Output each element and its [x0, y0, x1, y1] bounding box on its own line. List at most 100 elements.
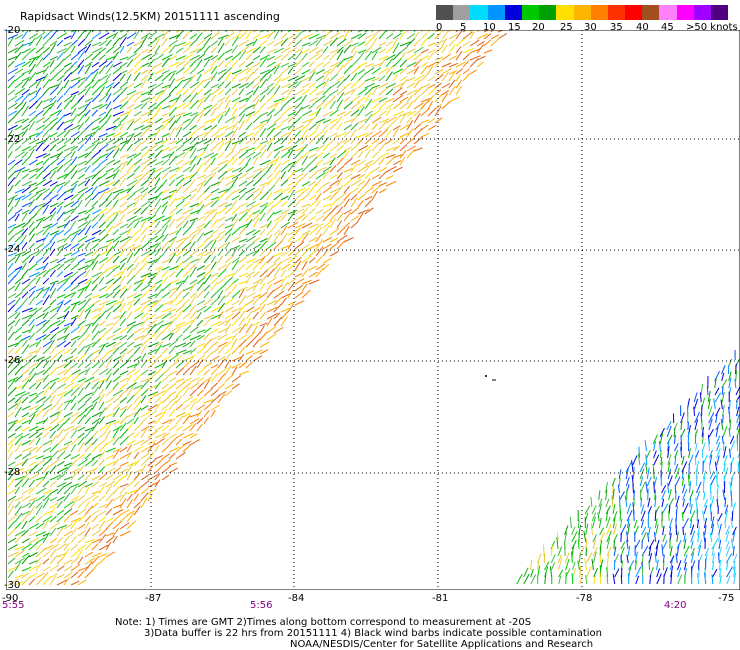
wind-barb: [84, 63, 92, 75]
wind-barb: [140, 428, 148, 439]
wind-barb: [399, 144, 408, 152]
wind-barb: [84, 292, 93, 299]
wind-barb: [273, 326, 284, 334]
wind-barb: [105, 254, 115, 264]
wind-barb: [238, 135, 248, 145]
wind-barb: [7, 342, 19, 348]
wind-barb: [245, 229, 256, 236]
wind-barb: [280, 136, 289, 145]
wind-barb: [189, 81, 200, 89]
wind-barb: [77, 137, 87, 145]
wind-barb: [294, 130, 302, 138]
wind-barb: [105, 517, 114, 523]
wind-barb: [224, 323, 232, 334]
wind-barb: [399, 59, 408, 68]
wind-barb: [21, 124, 30, 131]
wind-barb: [343, 65, 352, 75]
wind-barb: [133, 236, 141, 243]
wind-barb: [259, 298, 268, 306]
wind-barb: [245, 157, 252, 166]
wind-barb: [63, 453, 72, 460]
wind-barb: [14, 118, 25, 124]
wind-barb: [98, 485, 106, 495]
wind-barb: [182, 166, 191, 173]
wind-barb: [84, 345, 91, 355]
wind-barb: [56, 422, 65, 432]
wind-barb: [126, 368, 137, 376]
wind-barb: [245, 354, 253, 362]
wind-barb: [245, 339, 254, 348]
wind-barb: [56, 527, 64, 537]
wind-barb: [77, 46, 87, 54]
wind-barb: [35, 130, 44, 138]
wind-barb: [105, 430, 111, 439]
wind-barb: [252, 217, 260, 229]
wind-barb: [182, 334, 192, 341]
wind-barb: [98, 221, 106, 229]
wind-barb: [63, 163, 72, 173]
wind-barb: [7, 451, 14, 460]
wind-barb: [399, 96, 409, 103]
wind-barb: [196, 215, 205, 222]
wind-barb: [35, 455, 45, 460]
wind-barb: [161, 419, 173, 425]
wind-barb: [28, 500, 36, 509]
wind-barb: [119, 522, 130, 530]
wind-barb: [245, 219, 253, 229]
wind-barb: [28, 242, 35, 250]
wind-barb: [63, 234, 72, 243]
wind-barb: [154, 117, 163, 124]
wind-barb: [647, 497, 651, 508]
wind-barb: [675, 524, 678, 536]
wind-barb: [126, 207, 137, 215]
wind-barb: [273, 232, 281, 243]
wind-barb: [77, 264, 89, 271]
wind-barb: [660, 462, 663, 473]
wind-barb: [336, 150, 347, 159]
wind-barb: [119, 81, 129, 89]
wind-barb: [322, 30, 327, 33]
wind-barb: [161, 57, 170, 68]
wind-barb: [357, 200, 364, 208]
wind-barb: [14, 169, 22, 180]
wind-barb: [371, 84, 381, 89]
wind-barb: [266, 61, 276, 68]
wind-barb: [28, 277, 37, 285]
wind-barb: [238, 289, 245, 299]
wind-barb: [182, 424, 193, 432]
wind-barb: [245, 47, 257, 54]
wind-barb: [119, 285, 128, 292]
wind-barb: [252, 237, 261, 243]
wind-barb: [175, 127, 183, 138]
wind-barb: [378, 67, 389, 75]
wind-barb: [56, 402, 64, 411]
wind-barb: [21, 391, 31, 397]
wind-barb: [273, 100, 280, 110]
wind-barb: [56, 556, 65, 565]
wind-barb: [217, 242, 228, 250]
wind-barb: [371, 37, 378, 47]
wind-barb: [189, 279, 198, 285]
wind-barb: [571, 531, 578, 543]
wind-barb: [371, 174, 380, 180]
wind-barb: [42, 129, 50, 138]
wind-barb: [707, 390, 711, 403]
wind-barb: [378, 82, 389, 89]
wind-barb: [406, 48, 416, 54]
wind-barb: [231, 73, 239, 82]
wind-barb: [350, 66, 361, 75]
wind-barb: [224, 157, 235, 166]
wind-barb: [42, 32, 51, 40]
wind-barb: [126, 46, 133, 54]
wind-barb: [399, 124, 410, 131]
wind-barb: [189, 309, 198, 320]
wind-barb: [427, 108, 437, 117]
wind-barb: [147, 300, 159, 306]
wind-barb: [112, 228, 120, 236]
wind-barb: [315, 37, 323, 47]
wind-barb: [343, 157, 353, 166]
wind-barb: [357, 164, 369, 173]
wind-barb: [84, 43, 92, 54]
wind-barb: [105, 101, 112, 110]
wind-barb: [21, 291, 29, 299]
